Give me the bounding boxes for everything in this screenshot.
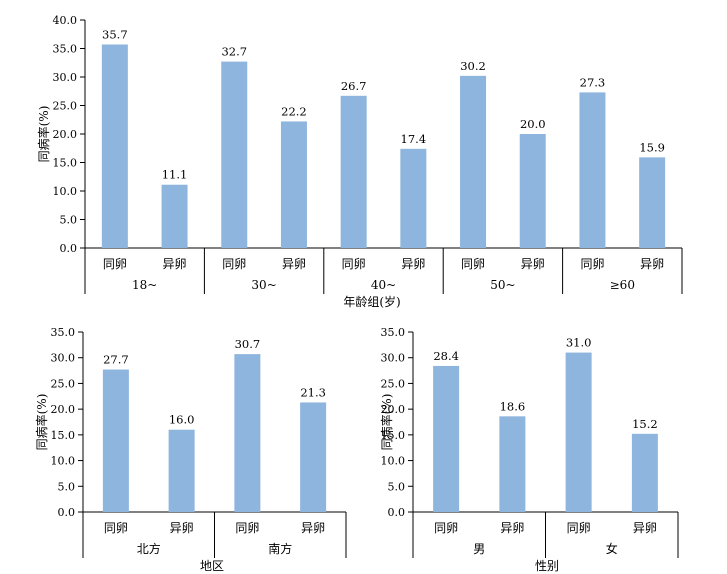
bar-value-label: 18.6 [500, 399, 526, 413]
y-tick-label: 15.0 [53, 157, 78, 170]
bar [221, 61, 248, 248]
bar-value-label: 11.1 [162, 168, 188, 182]
group-label: ≥60 [610, 278, 635, 292]
y-tick-label: 5.0 [60, 214, 78, 227]
y-tick-label: 35.0 [381, 326, 406, 339]
bar [639, 157, 666, 248]
bar [433, 365, 460, 512]
x-axis-title: 性别 [535, 559, 559, 573]
bar-value-label: 21.3 [300, 385, 326, 399]
y-tick-label: 0.0 [60, 242, 78, 255]
y-tick-label: 30.0 [381, 352, 406, 365]
bar-value-label: 28.4 [433, 349, 459, 363]
bar-value-label: 17.4 [401, 132, 427, 146]
bar [340, 95, 367, 248]
category-label: 异卵 [163, 257, 187, 271]
group-label: 男 [473, 542, 485, 556]
category-label: 同卵 [103, 257, 127, 271]
y-axis-title: 同病率(%) [36, 106, 51, 163]
bar-value-label: 35.7 [102, 28, 128, 42]
bar-value-label: 27.3 [580, 75, 606, 89]
bar [631, 433, 658, 512]
group-label: 北方 [137, 541, 161, 556]
bar [101, 44, 128, 249]
y-tick-label: 30.0 [51, 352, 76, 365]
y-axis-title: 同病率(%) [34, 394, 49, 451]
bar-value-label: 32.7 [221, 45, 247, 59]
category-label: 同卵 [434, 521, 458, 535]
y-tick-label: 10.0 [381, 455, 406, 468]
y-tick-label: 20.0 [381, 403, 406, 416]
category-label: 同卵 [104, 521, 128, 535]
y-tick-label: 15.0 [381, 429, 406, 442]
chart-sex: 0.0 5.0 10.0 15.0 20.0 25.0 30.0 35.0 同病率(%) 男 28.… [379, 326, 679, 573]
category-label: 异卵 [170, 521, 194, 535]
bar-value-label: 22.2 [281, 104, 307, 118]
category-label: 同卵 [222, 257, 246, 271]
category-label: 异卵 [500, 521, 524, 535]
category-label: 同卵 [461, 257, 485, 271]
bar [300, 402, 327, 512]
bar [460, 75, 487, 248]
bar [234, 354, 261, 512]
bar [102, 369, 129, 512]
bar [400, 148, 427, 248]
bar-value-label: 31.0 [566, 336, 592, 350]
bar [579, 92, 606, 248]
category-label: 异卵 [282, 257, 306, 271]
group-label: 40~ [371, 278, 396, 292]
y-tick-label: 0.0 [58, 506, 76, 519]
category-label: 异卵 [301, 521, 325, 535]
group-label: 30~ [251, 278, 276, 292]
y-axis-title: 同病率(%) [379, 394, 394, 451]
y-tick-label: 0.0 [388, 506, 406, 519]
group-label: 女 [606, 541, 618, 556]
category-label: 异卵 [521, 257, 545, 271]
category-label: 异卵 [401, 257, 425, 271]
group-label: 南方 [268, 541, 292, 556]
bar-value-label: 15.9 [639, 140, 665, 154]
bar-value-label: 15.2 [632, 417, 658, 431]
y-tick-label: 35.0 [53, 43, 78, 56]
category-label: 同卵 [567, 521, 591, 535]
x-axis-title: 地区 [200, 559, 224, 573]
bar-value-label: 30.2 [460, 59, 486, 73]
bar-value-label: 26.7 [341, 79, 367, 93]
category-label: 异卵 [640, 257, 664, 271]
y-tick-label: 25.0 [53, 100, 78, 113]
y-tick-label: 15.0 [51, 429, 76, 442]
category-label: 同卵 [235, 521, 259, 535]
category-label: 异卵 [633, 521, 657, 535]
y-tick-label: 30.0 [53, 71, 78, 84]
y-tick-label: 20.0 [51, 403, 76, 416]
bar-value-label: 16.0 [169, 413, 195, 427]
bar [168, 429, 195, 512]
y-tick-label: 25.0 [51, 377, 76, 390]
y-tick-label: 40.0 [53, 14, 78, 27]
group-label: 50~ [490, 278, 515, 292]
bar-value-label: 30.7 [235, 337, 261, 351]
bar [280, 121, 307, 248]
chart-region: 0.0 5.0 10.0 15.0 20.0 25.0 30.0 35.0 同病率(%) 北方 27… [34, 326, 347, 573]
bar [499, 416, 526, 512]
y-tick-label: 35.0 [51, 326, 76, 339]
chart-age-group: 0.0 5.0 10.0 15.0 20.0 25.0 30.0 35.0 40.0 同病率(%)… [36, 14, 683, 309]
bar-value-label: 20.0 [520, 117, 546, 131]
y-tick-label: 5.0 [58, 480, 76, 493]
category-label: 同卵 [342, 257, 366, 271]
bar-value-label: 27.7 [103, 353, 129, 367]
group-label: 18~ [132, 278, 157, 292]
x-axis-title: 年龄组(岁) [343, 294, 400, 309]
bar [161, 184, 188, 248]
bar [565, 352, 592, 512]
y-tick-label: 10.0 [53, 185, 78, 198]
bar [519, 134, 546, 248]
y-tick-label: 20.0 [53, 128, 78, 141]
category-label: 同卵 [580, 257, 604, 271]
y-tick-label: 5.0 [388, 480, 406, 493]
y-tick-label: 25.0 [381, 377, 406, 390]
y-tick-label: 10.0 [51, 455, 76, 468]
